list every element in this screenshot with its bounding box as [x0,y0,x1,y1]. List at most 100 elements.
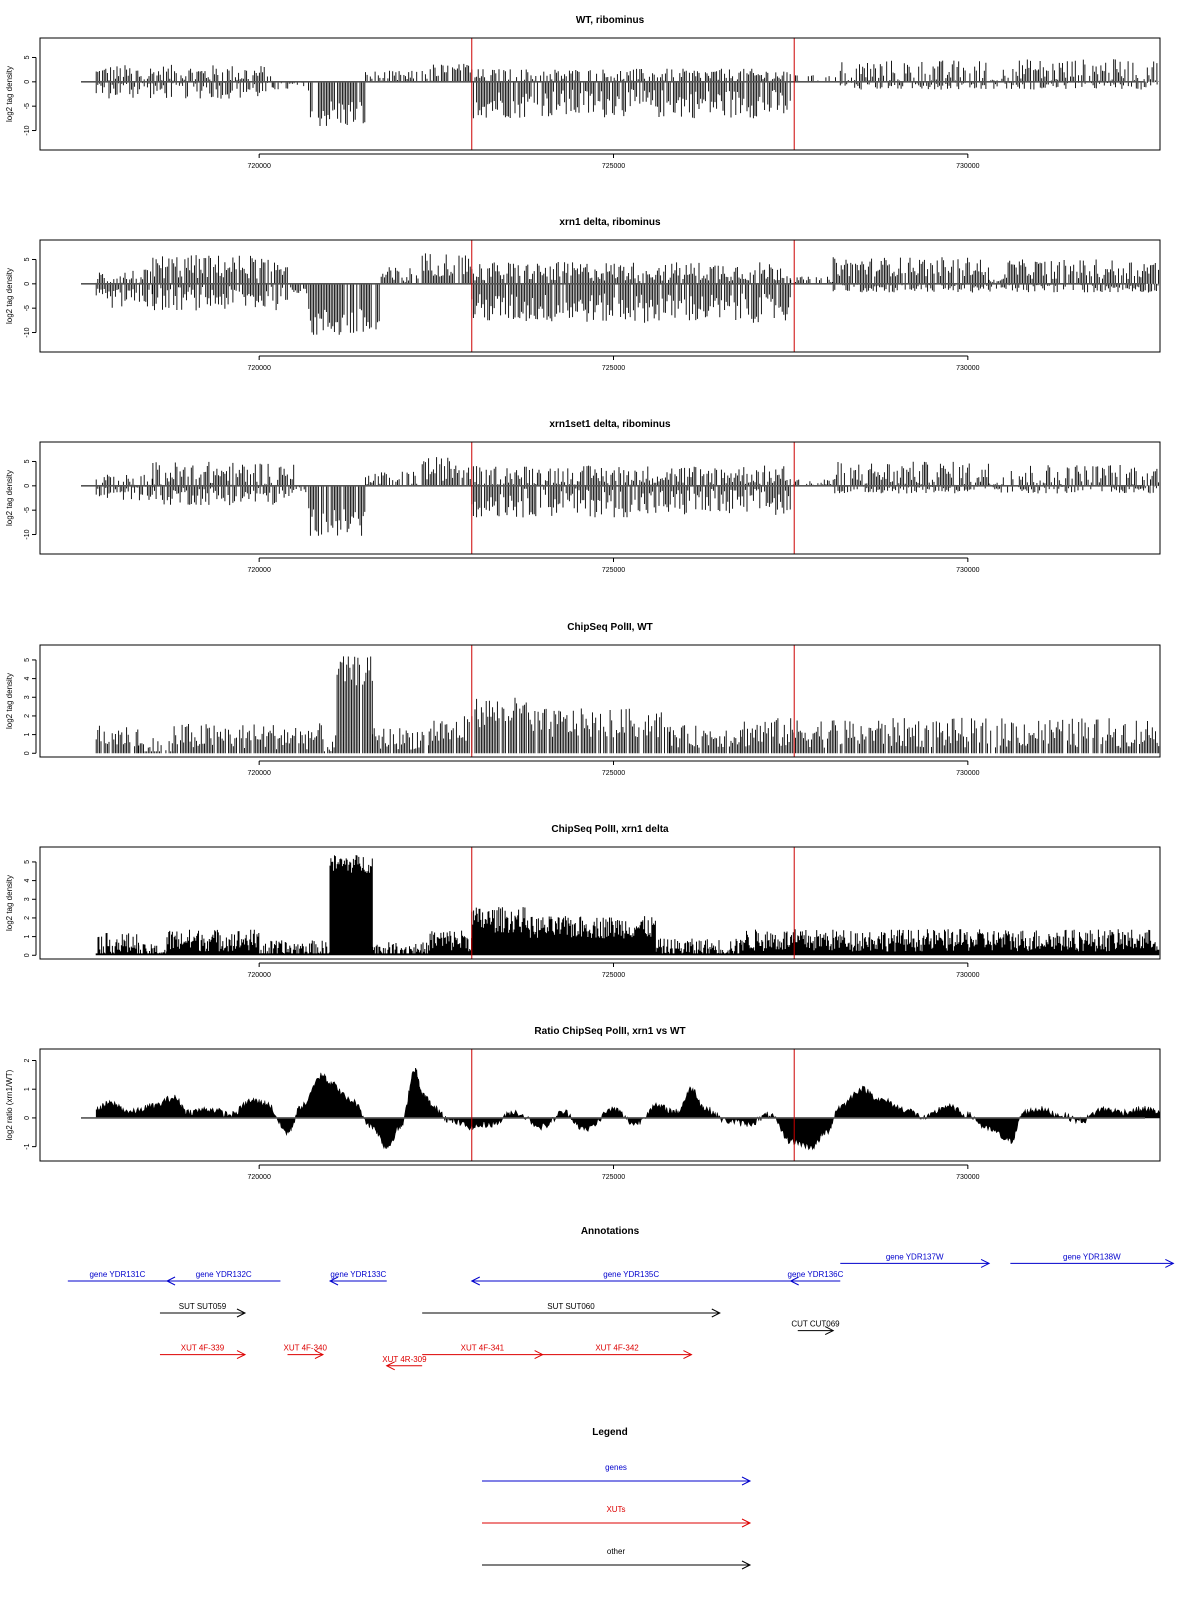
y-tick-label: 2 [24,916,31,920]
signal-bars [95,253,1159,335]
arrow-head [789,1276,799,1286]
x-tick-label: 730000 [956,567,979,574]
y-tick-label: 5 [24,55,31,59]
feature-label: XUT 4R-309 [382,1355,427,1364]
y-tick-label: 1 [24,1087,31,1091]
feature-label: XUT 4F-340 [284,1344,328,1353]
y-tick-label: -10 [24,529,31,539]
y-tick-label: 0 [24,484,31,488]
x-tick-label: 725000 [602,770,625,777]
track-panel: xrn1 delta, ribominus log2 tag density -10… [5,217,1161,372]
x-tick-label: 725000 [602,365,625,372]
feature-label: gene YDR135C [603,1270,659,1279]
annotations-title: Annotations [581,1226,640,1237]
plot-frame [39,441,1161,555]
feature-label: CUT CUT069 [791,1320,840,1329]
y-tick-label: -10 [24,327,31,337]
annotation-feature: XUT 4F-341 [422,1344,544,1360]
y-tick-label: -5 [24,507,31,513]
y-tick-label: -10 [24,125,31,135]
y-tick-label: 5 [24,257,31,261]
arrow-head [1165,1258,1175,1268]
legend-label: XUTs [606,1505,625,1514]
arrow-head [824,1326,835,1336]
signal-bars [95,656,1160,754]
y-tick-label: 0 [24,751,31,755]
panel-title: xrn1 delta, ribominus [559,217,661,228]
y-tick-label: 0 [24,80,31,84]
x-tick-label: 720000 [247,972,270,979]
annotation-feature: gene YDR136C [788,1270,844,1286]
y-tick-label: 0 [24,282,31,286]
annotation-feature: gene YDR135C [470,1270,791,1286]
y-axis-label: log2 tag density [5,66,14,122]
panel-title: Ratio ChipSeq PolII, xrn1 vs WT [534,1026,685,1037]
x-tick-label: 730000 [956,1174,979,1181]
annotation-feature: gene YDR138W [1010,1252,1175,1268]
feature-label: XUT 4F-341 [461,1344,505,1353]
x-tick-label: 725000 [602,972,625,979]
annotation-items: gene YDR131C gene YDR132C gene YDR133C gene… [67,1252,1175,1371]
legend-title: Legend [592,1427,628,1438]
y-tick-label: 0 [24,1116,31,1120]
legend-item: XUTs [482,1505,752,1528]
arrow-head [385,1361,395,1371]
annotation-feature: XUT 4F-339 [159,1344,247,1360]
feature-label: gene YDR137W [886,1252,944,1261]
feature-label: gene YDR133C [330,1270,386,1279]
arrow-head [314,1350,325,1360]
feature-label: XUT 4F-342 [595,1344,639,1353]
y-tick-label: -5 [24,103,31,109]
y-tick-label: -5 [24,305,31,311]
x-tick-label: 725000 [602,1174,625,1181]
annotation-feature: SUT SUT059 [159,1302,247,1318]
track-panel: xrn1set1 delta, ribominus log2 tag densit… [5,419,1161,574]
arrow-head [741,1518,752,1528]
legend-label: other [607,1547,626,1556]
arrow-head [683,1350,693,1360]
data-marks [95,656,1160,754]
annotation-feature: XUT 4F-340 [284,1344,328,1360]
y-tick-label: 5 [24,658,31,662]
data-marks [95,59,1159,126]
annotation-feature: gene YDR133C [328,1270,387,1286]
annotation-feature: gene YDR131C [67,1270,168,1282]
data-marks [95,253,1159,335]
panel-title: ChipSeq PolII, WT [567,622,653,633]
annotations-track: Annotations gene YDR131C gene YDR132C gene… [67,1226,1175,1371]
arrow-head [236,1308,247,1318]
arrow-head [534,1350,544,1360]
plot-frame [39,1048,1161,1162]
data-marks [95,855,1160,956]
feature-label: XUT 4F-339 [181,1344,225,1353]
y-axis-label: log2 tag density [5,268,14,324]
y-tick-label: 2 [24,1058,31,1062]
data-marks [95,1068,1160,1151]
x-tick-label: 720000 [247,365,270,372]
legend-label: genes [605,1463,627,1472]
y-tick-label: 5 [24,459,31,463]
x-tick-label: 730000 [956,972,979,979]
y-axis-label: log2 tag density [5,875,14,931]
annotation-feature: gene YDR132C [165,1270,281,1286]
y-tick-label: 2 [24,714,31,718]
signal-bars [95,457,1159,536]
x-tick-label: 730000 [956,163,979,170]
feature-label: gene YDR131C [89,1270,145,1279]
feature-label: SUT SUT059 [179,1302,227,1311]
arrow-head [711,1308,721,1318]
legend-items: genes XUTs other [482,1463,752,1570]
ratio-area [95,1068,1160,1151]
y-tick-label: 3 [24,897,31,901]
x-tick-label: 725000 [602,163,625,170]
x-tick-label: 730000 [956,770,979,777]
y-tick-label: 1 [24,935,31,939]
annotation-feature: CUT CUT069 [791,1320,840,1336]
plot-frame [39,239,1161,353]
arrow-head [165,1276,176,1286]
arrow-head [328,1276,339,1286]
feature-label: gene YDR138W [1063,1252,1121,1261]
y-tick-label: 4 [24,879,31,883]
